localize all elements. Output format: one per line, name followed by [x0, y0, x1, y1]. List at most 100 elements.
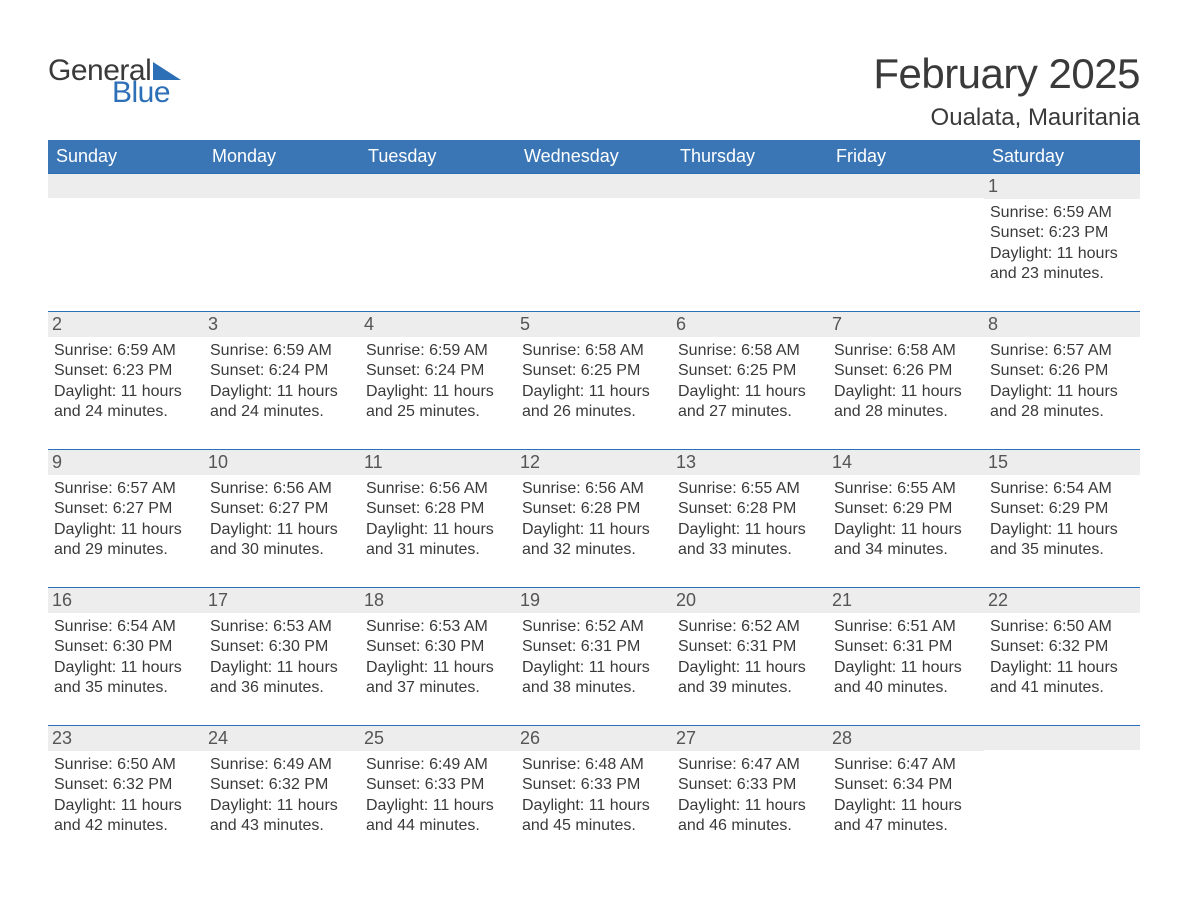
day-cell: 14Sunrise: 6:55 AMSunset: 6:29 PMDayligh… — [828, 450, 984, 587]
day-number: 21 — [828, 588, 984, 613]
day-sunrise: Sunrise: 6:52 AM — [522, 617, 664, 637]
day-sunset: Sunset: 6:32 PM — [990, 637, 1132, 657]
day-d1: Daylight: 11 hours — [522, 658, 664, 678]
day-d2: and 36 minutes. — [210, 678, 352, 698]
day-d2: and 24 minutes. — [54, 402, 196, 422]
day-number: 5 — [516, 312, 672, 337]
day-sunrise: Sunrise: 6:55 AM — [678, 479, 820, 499]
day-d2: and 32 minutes. — [522, 540, 664, 560]
day-sunset: Sunset: 6:27 PM — [54, 499, 196, 519]
day-d1: Daylight: 11 hours — [366, 520, 508, 540]
day-cell — [516, 174, 672, 311]
day-sunrise: Sunrise: 6:56 AM — [522, 479, 664, 499]
dow-cell: Thursday — [672, 140, 828, 173]
day-d2: and 42 minutes. — [54, 816, 196, 836]
day-d1: Daylight: 11 hours — [990, 658, 1132, 678]
location: Oualata, Mauritania — [873, 104, 1140, 132]
day-cell: 10 Sunrise: 6:56 AMSunset: 6:27 PMDayligh… — [204, 450, 360, 587]
day-sunrise: Sunrise: 6:59 AM — [54, 341, 196, 361]
dow-cell: Tuesday — [360, 140, 516, 173]
day-cell: 3 Sunrise: 6:59 AMSunset: 6:24 PMDaylight… — [204, 312, 360, 449]
day-d2: and 29 minutes. — [54, 540, 196, 560]
day-sunset: Sunset: 6:32 PM — [54, 775, 196, 795]
day-body: Sunrise: 6:51 AMSunset: 6:31 PMDaylight:… — [834, 617, 976, 699]
day-d2: and 40 minutes. — [834, 678, 976, 698]
day-sunset: Sunset: 6:34 PM — [834, 775, 976, 795]
day-sunrise: Sunrise: 6:47 AM — [678, 755, 820, 775]
day-cell: 11Sunrise: 6:56 AMSunset: 6:28 PMDayligh… — [360, 450, 516, 587]
day-d2: and 41 minutes. — [990, 678, 1132, 698]
day-cell: 17Sunrise: 6:53 AMSunset: 6:30 PMDayligh… — [204, 588, 360, 725]
day-number: 4 — [360, 312, 516, 337]
logo: General Blue — [48, 56, 181, 108]
day-body: Sunrise: 6:59 AMSunset: 6:24 PMDaylight:… — [366, 341, 508, 423]
day-number: 2 — [48, 312, 204, 337]
day-sunrise: Sunrise: 6:58 AM — [678, 341, 820, 361]
day-body: Sunrise: 6:49 AMSunset: 6:33 PMDaylight:… — [366, 755, 508, 837]
day-number: 27 — [672, 726, 828, 751]
dow-cell: Wednesday — [516, 140, 672, 173]
day-d2: and 30 minutes. — [210, 540, 352, 560]
day-sunset: Sunset: 6:23 PM — [54, 361, 196, 381]
day-body: Sunrise: 6:54 AMSunset: 6:30 PMDaylight:… — [54, 617, 196, 699]
day-body: Sunrise: 6:56 AMSunset: 6:28 PMDaylight:… — [366, 479, 508, 561]
dow-cell: Monday — [204, 140, 360, 173]
day-sunrise: Sunrise: 6:56 AM — [210, 479, 352, 499]
day-body: Sunrise: 6:56 AMSunset: 6:27 PMDaylight:… — [210, 479, 352, 561]
day-number: 19 — [516, 588, 672, 613]
header: General Blue February 2025 Oualata, Maur… — [48, 50, 1140, 132]
day-d1: Daylight: 11 hours — [54, 520, 196, 540]
day-cell — [984, 726, 1140, 847]
day-sunset: Sunset: 6:28 PM — [366, 499, 508, 519]
day-number: 15 — [984, 450, 1140, 475]
empty-day-strip — [828, 174, 984, 198]
logo-word-blue: Blue — [112, 78, 181, 108]
day-number: 13 — [672, 450, 828, 475]
day-cell: 4 Sunrise: 6:59 AMSunset: 6:24 PMDaylight… — [360, 312, 516, 449]
day-cell — [672, 174, 828, 311]
day-body: Sunrise: 6:58 AMSunset: 6:26 PMDaylight:… — [834, 341, 976, 423]
day-sunrise: Sunrise: 6:57 AM — [990, 341, 1132, 361]
day-d2: and 33 minutes. — [678, 540, 820, 560]
day-sunrise: Sunrise: 6:49 AM — [210, 755, 352, 775]
day-d2: and 34 minutes. — [834, 540, 976, 560]
day-sunrise: Sunrise: 6:57 AM — [54, 479, 196, 499]
day-number: 22 — [984, 588, 1140, 613]
empty-day-strip — [204, 174, 360, 198]
day-d2: and 28 minutes. — [834, 402, 976, 422]
day-sunset: Sunset: 6:26 PM — [834, 361, 976, 381]
empty-day-strip — [360, 174, 516, 198]
day-body: Sunrise: 6:48 AMSunset: 6:33 PMDaylight:… — [522, 755, 664, 837]
day-d1: Daylight: 11 hours — [54, 658, 196, 678]
day-sunrise: Sunrise: 6:56 AM — [366, 479, 508, 499]
day-cell: 7 Sunrise: 6:58 AMSunset: 6:26 PMDaylight… — [828, 312, 984, 449]
week-row: 16 Sunrise: 6:54 AMSunset: 6:30 PMDayligh… — [48, 587, 1140, 725]
week-row: 9Sunrise: 6:57 AMSunset: 6:27 PMDaylight… — [48, 449, 1140, 587]
day-d1: Daylight: 11 hours — [522, 796, 664, 816]
day-d2: and 44 minutes. — [366, 816, 508, 836]
day-sunset: Sunset: 6:23 PM — [990, 223, 1132, 243]
day-sunrise: Sunrise: 6:50 AM — [990, 617, 1132, 637]
day-cell — [360, 174, 516, 311]
day-body: Sunrise: 6:59 AMSunset: 6:24 PMDaylight:… — [210, 341, 352, 423]
day-d2: and 26 minutes. — [522, 402, 664, 422]
day-d2: and 35 minutes. — [990, 540, 1132, 560]
day-number: 10 — [204, 450, 360, 475]
day-d1: Daylight: 11 hours — [210, 382, 352, 402]
day-cell: 25Sunrise: 6:49 AMSunset: 6:33 PMDayligh… — [360, 726, 516, 847]
day-number: 16 — [48, 588, 204, 613]
day-sunrise: Sunrise: 6:52 AM — [678, 617, 820, 637]
day-cell: 23Sunrise: 6:50 AMSunset: 6:32 PMDayligh… — [48, 726, 204, 847]
day-sunset: Sunset: 6:30 PM — [54, 637, 196, 657]
day-number: 7 — [828, 312, 984, 337]
day-sunset: Sunset: 6:29 PM — [990, 499, 1132, 519]
day-d1: Daylight: 11 hours — [834, 658, 976, 678]
day-d1: Daylight: 11 hours — [210, 658, 352, 678]
day-sunset: Sunset: 6:33 PM — [678, 775, 820, 795]
day-d1: Daylight: 11 hours — [366, 796, 508, 816]
day-number: 3 — [204, 312, 360, 337]
empty-day-strip — [672, 174, 828, 198]
day-d1: Daylight: 11 hours — [522, 382, 664, 402]
empty-day-strip — [984, 726, 1140, 750]
day-body: Sunrise: 6:57 AMSunset: 6:27 PMDaylight:… — [54, 479, 196, 561]
